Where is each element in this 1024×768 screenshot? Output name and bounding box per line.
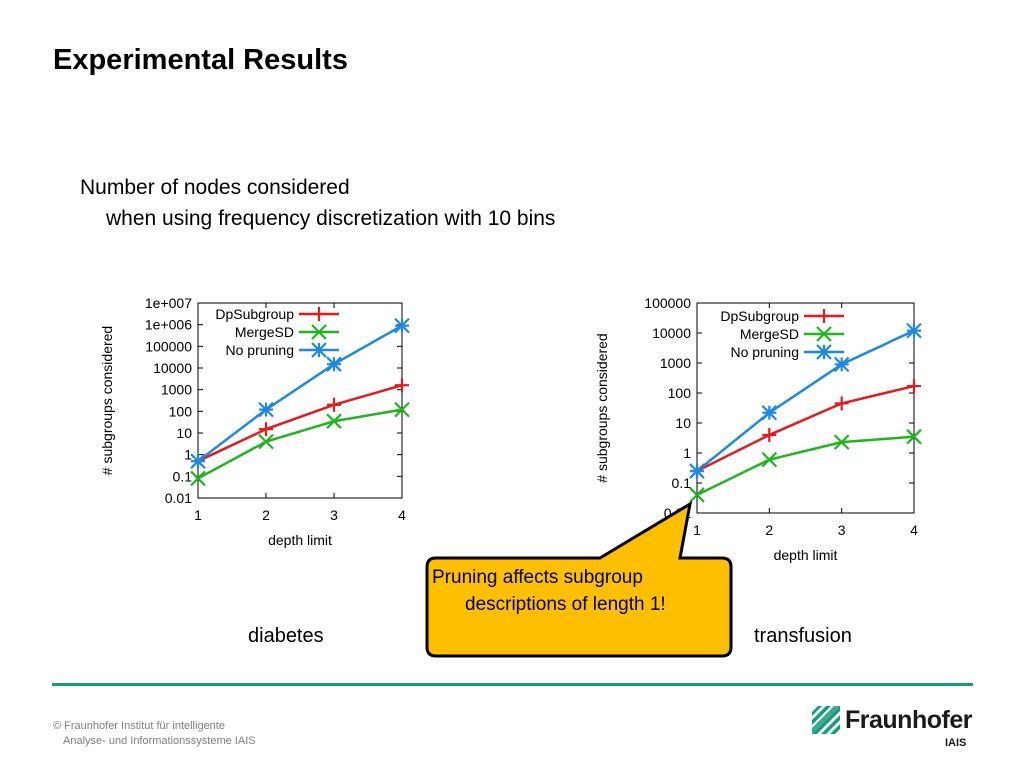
logo-mark [812,706,840,734]
series-line-no-pruning [696,329,915,473]
y-tick-label: 0.01 [165,490,192,506]
y-tick-label: 100000 [145,338,192,354]
point-dpsubgroup [327,397,341,412]
x-tick-label: 2 [262,507,270,523]
y-tick-label: 1000 [660,355,691,371]
series-line-mergesd [696,435,915,497]
y-tick-label: 100 [668,385,692,401]
copyright-line-2: Analyse- und Informationssysteme IAIS [63,735,256,747]
y-axis-label: # subgroups considered [99,326,115,475]
x-tick-label: 4 [910,522,918,538]
page-title: Experimental Results [53,44,348,76]
chart-caption-transfusion: transfusion [754,625,852,647]
point-dpsubgroup [834,396,849,411]
point-no-pruning [833,356,850,373]
x-tick-label: 3 [838,522,846,538]
point-no-pruning [761,404,778,421]
point-dpsubgroup [259,422,273,437]
y-tick-label: 1 [184,447,192,463]
y-tick-label: 10000 [153,360,192,376]
legend-label-no-pruning: No pruning [731,344,800,360]
legend-marker-dpsubgroup [817,309,831,323]
fraunhofer-logo-icon [812,706,840,734]
y-tick-label: 10000 [652,325,691,341]
point-mergesd [258,433,274,450]
y-axis-label: # subgroups considered [594,333,610,482]
copyright-line-1: © Fraunhofer Institut für intelligente [53,720,225,732]
chart-transfusion: 0.01 0.1 1 10 100 1000 10000 100000 1 2 3 4 depth li… [594,295,922,563]
x-tick-label: 1 [194,507,202,523]
x-tick-label: 1 [693,522,701,538]
point-no-pruning [394,317,410,334]
x-tick-label: 4 [398,507,406,523]
point-no-pruning [258,401,274,418]
chart-diabetes: 0.01 0.1 1 10 100 1000 10000 100000 1e+006 1e+007… [99,295,410,548]
legend-label-dpsubgroup: DpSubgroup [720,308,799,324]
plot-frame [197,302,403,499]
point-no-pruning [906,322,922,339]
point-no-pruning [190,453,206,469]
point-no-pruning [689,463,705,479]
x-tick-label: 3 [330,507,338,523]
legend-marker-no-pruning [311,342,327,358]
point-dpsubgroup [395,378,409,393]
y-tick-label: 100000 [644,295,691,311]
plot-frame [696,302,915,514]
y-tick-label: 10 [675,415,691,431]
callout-text-line-1: Pruning affects subgroup [432,567,643,588]
legend-label-no-pruning: No pruning [226,342,295,358]
y-tick-label: 1e+007 [145,295,192,311]
point-no-pruning [326,356,342,372]
point-mergesd [394,401,410,418]
y-tick-label: 0.01 [664,505,691,521]
legend-label-mergesd: MergeSD [740,326,799,342]
y-tick-label: 1e+006 [145,317,192,333]
series-line-no-pruning [197,324,403,463]
legend-label-dpsubgroup: DpSubgroup [215,306,294,322]
legend-label-mergesd: MergeSD [235,324,294,340]
callout-text-line-2: descriptions of length 1! [465,594,666,615]
subtitle-line-1: Number of nodes considered [80,176,350,199]
legend-marker-dpsubgroup [312,307,326,321]
series-line-dpsubgroup [197,384,403,463]
x-tick-label: 2 [765,522,773,538]
point-mergesd [906,428,922,445]
legend-marker-mergesd [816,326,832,342]
point-dpsubgroup [762,427,777,442]
y-tick-label: 0.1 [173,468,193,484]
y-tick-label: 1000 [161,382,192,398]
footer-divider [52,683,973,686]
point-mergesd [326,413,342,429]
y-tick-label: 100 [169,403,193,419]
logo-sub: IAIS [945,737,967,749]
point-mergesd [761,451,778,468]
chart-caption-diabetes: diabetes [248,625,324,647]
point-mergesd [833,434,850,450]
legend-marker-mergesd [311,324,327,340]
y-tick-label: 10 [176,425,192,441]
x-axis-label: depth limit [268,532,332,548]
series-line-dpsubgroup [696,384,915,473]
series-line-mergesd [197,408,403,480]
logo-name: Fraunhofer [845,706,972,734]
subtitle-line-2: when using frequency discretization with… [106,207,556,230]
point-mergesd [689,487,705,503]
y-tick-label: 1 [683,445,691,461]
y-tick-label: 0.1 [672,475,692,491]
legend-marker-no-pruning [816,344,832,360]
point-dpsubgroup [907,379,921,394]
point-mergesd [190,470,206,487]
x-axis-label: depth limit [774,547,838,563]
